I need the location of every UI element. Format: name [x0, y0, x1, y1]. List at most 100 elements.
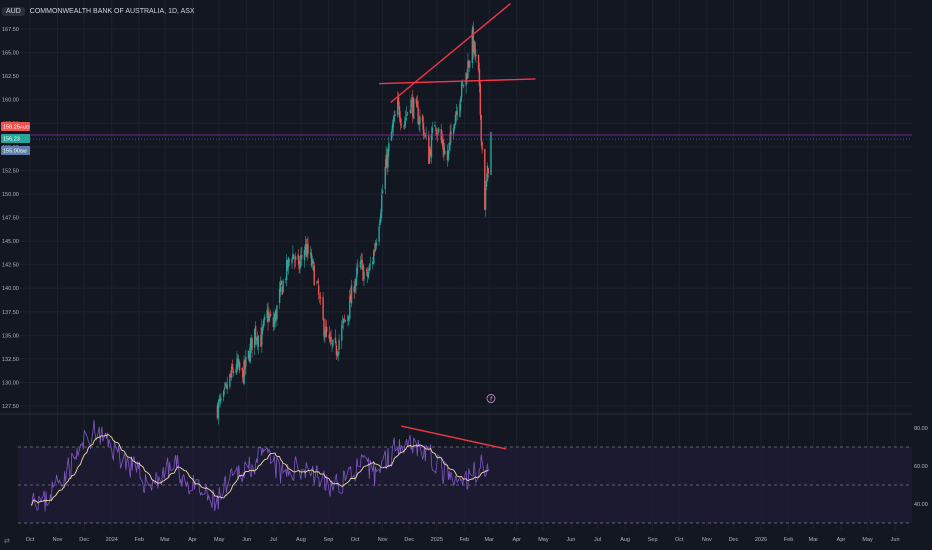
price-axis[interactable]: 127.50 130.00 132.50 135.00 137.50 140.00 142.… [2, 27, 19, 410]
candle-body [331, 343, 333, 345]
candle-body [323, 319, 325, 337]
candle-body [280, 280, 283, 285]
candle-body [273, 320, 275, 327]
candle-body [479, 84, 482, 116]
rsi-axis[interactable]: 40.00 60.00 80.00 [914, 426, 928, 508]
candle-body [468, 60, 471, 68]
drawn-annotations[interactable] [379, 3, 536, 450]
time-tick-label: May [538, 537, 549, 543]
candle-body [293, 254, 295, 260]
candle-body [450, 131, 452, 136]
price-badge-value: 156.25 [3, 125, 20, 131]
candle-body [484, 188, 487, 210]
candle-body [247, 350, 250, 359]
candle-body [285, 259, 288, 280]
rsi-tick-label: 60.00 [914, 464, 928, 470]
candle-body [490, 131, 492, 175]
candle-body [425, 135, 427, 137]
candle-body [225, 383, 227, 386]
candle-body [410, 99, 412, 113]
candle-body [453, 123, 456, 129]
current-price-lines [18, 134, 912, 140]
time-tick-label: Apr [837, 537, 846, 543]
candle-body [485, 180, 488, 187]
candle-body [292, 253, 294, 260]
price-tick-label: 147.50 [2, 216, 19, 222]
rising-wedge-line[interactable] [390, 3, 511, 104]
candle-body [481, 141, 483, 150]
candle-body [335, 345, 338, 356]
horizontal-resistance-line[interactable] [379, 78, 536, 85]
candle-body [353, 287, 355, 293]
candle-body [416, 101, 418, 108]
grid-lines [18, 0, 912, 530]
candle-body [360, 259, 363, 264]
candle-body [412, 97, 414, 117]
candle-body [363, 271, 365, 279]
price-candles [216, 21, 492, 425]
time-tick-label: Oct [351, 537, 360, 543]
candle-body [305, 245, 307, 257]
candle-body [460, 97, 462, 103]
candle-body [303, 249, 306, 261]
flag-icon[interactable] [486, 394, 496, 403]
candle-body [435, 127, 437, 132]
symbol-badge[interactable]: AUD [2, 6, 25, 16]
price-tick-label: 140.00 [2, 286, 19, 292]
candle-body [218, 400, 220, 402]
price-tick-label: 137.50 [2, 310, 19, 316]
candle-body [484, 149, 486, 210]
time-tick-label: Sep [324, 537, 334, 543]
candle-body [341, 321, 344, 323]
candle-body [266, 309, 268, 318]
candle-body [460, 81, 463, 98]
candle-body [477, 54, 480, 70]
candle-body [434, 125, 436, 127]
candle-body [285, 279, 287, 281]
flag-icon-ring[interactable] [486, 394, 496, 403]
candle-body [299, 261, 301, 269]
rsi-tick-label: 80.00 [914, 426, 928, 432]
time-tick-label: 2026 [755, 537, 767, 543]
candle-body [254, 328, 256, 348]
candle-body [260, 334, 262, 347]
candle-body [313, 265, 315, 286]
candle-body [301, 254, 303, 258]
candle-body [366, 271, 369, 277]
candle-body [311, 259, 314, 265]
candle-body [423, 133, 426, 135]
candle-body [362, 264, 364, 281]
candle-body [394, 114, 396, 116]
candle-body [471, 29, 474, 63]
candle-body [374, 243, 377, 252]
candle-body [400, 124, 402, 125]
candle-body [386, 155, 388, 168]
time-tick-label: Jul [594, 537, 601, 543]
price-tick-label: 127.50 [2, 404, 19, 410]
rsi-divergence-line[interactable] [401, 425, 507, 450]
candle-body [428, 150, 431, 163]
candle-body [256, 337, 259, 345]
time-tick-label: Dec [79, 537, 89, 543]
candle-body [472, 27, 474, 53]
candle-body [310, 253, 313, 266]
candle-body [288, 259, 291, 262]
time-tick-label: Mar [484, 537, 494, 543]
candle-body [274, 312, 276, 323]
time-axis[interactable]: Oct Nov Dec 2024 Feb Mar Apr May Jun Jul Aug Sep Oct… [26, 537, 900, 543]
rsi-moving-average-line [30, 434, 489, 506]
candle-body [231, 364, 234, 370]
candle-body [379, 219, 381, 225]
candle-body [354, 285, 356, 291]
time-tick-label: Nov [702, 537, 712, 543]
candle-body [347, 315, 349, 321]
scale-toggle-icon[interactable]: ⇄ [4, 538, 10, 545]
candle-body [369, 264, 371, 266]
time-tick-label: Nov [378, 537, 388, 543]
candle-body [405, 117, 407, 121]
candle-body [344, 320, 347, 322]
candle-body [262, 320, 265, 328]
candle-body [237, 358, 239, 366]
candle-body [459, 103, 461, 118]
